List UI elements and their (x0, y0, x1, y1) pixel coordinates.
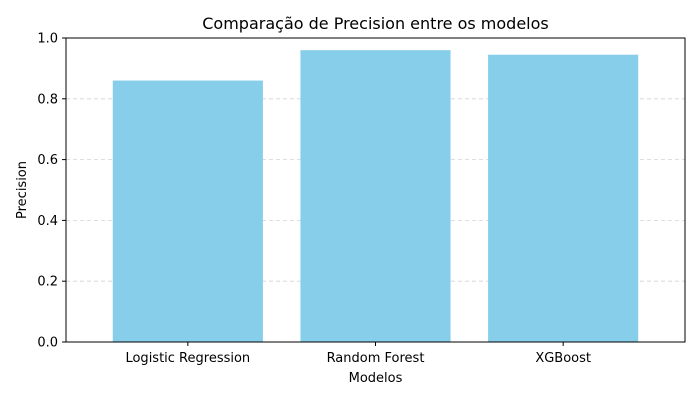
chart-title: Comparação de Precision entre os modelos (202, 14, 549, 33)
y-tick-label: 0.4 (37, 214, 58, 229)
y-tick-label: 0.2 (37, 275, 58, 290)
y-tick-label: 0.0 (37, 336, 58, 351)
bar-xgboost (488, 54, 639, 342)
x-axis-label: Modelos (349, 371, 403, 386)
y-axis-label: Precision (15, 161, 30, 219)
axes (62, 37, 686, 346)
x-tick-label: Random Forest (327, 351, 425, 366)
x-tick-labels: Logistic Regression Random Forest XGBoost (125, 351, 591, 366)
x-tick-label: XGBoost (535, 351, 591, 366)
y-tick-label: 1.0 (37, 32, 58, 47)
y-tick-label: 0.8 (37, 92, 58, 107)
bars (112, 50, 639, 342)
y-tick-label: 0.6 (37, 153, 58, 168)
y-tick-labels: 0.0 0.2 0.4 0.6 0.8 1.0 (37, 32, 58, 351)
plot-frame (65, 37, 686, 343)
bar-random-forest (300, 50, 451, 342)
bar-logistic-regression (112, 80, 263, 342)
x-tick-label: Logistic Regression (125, 351, 250, 366)
